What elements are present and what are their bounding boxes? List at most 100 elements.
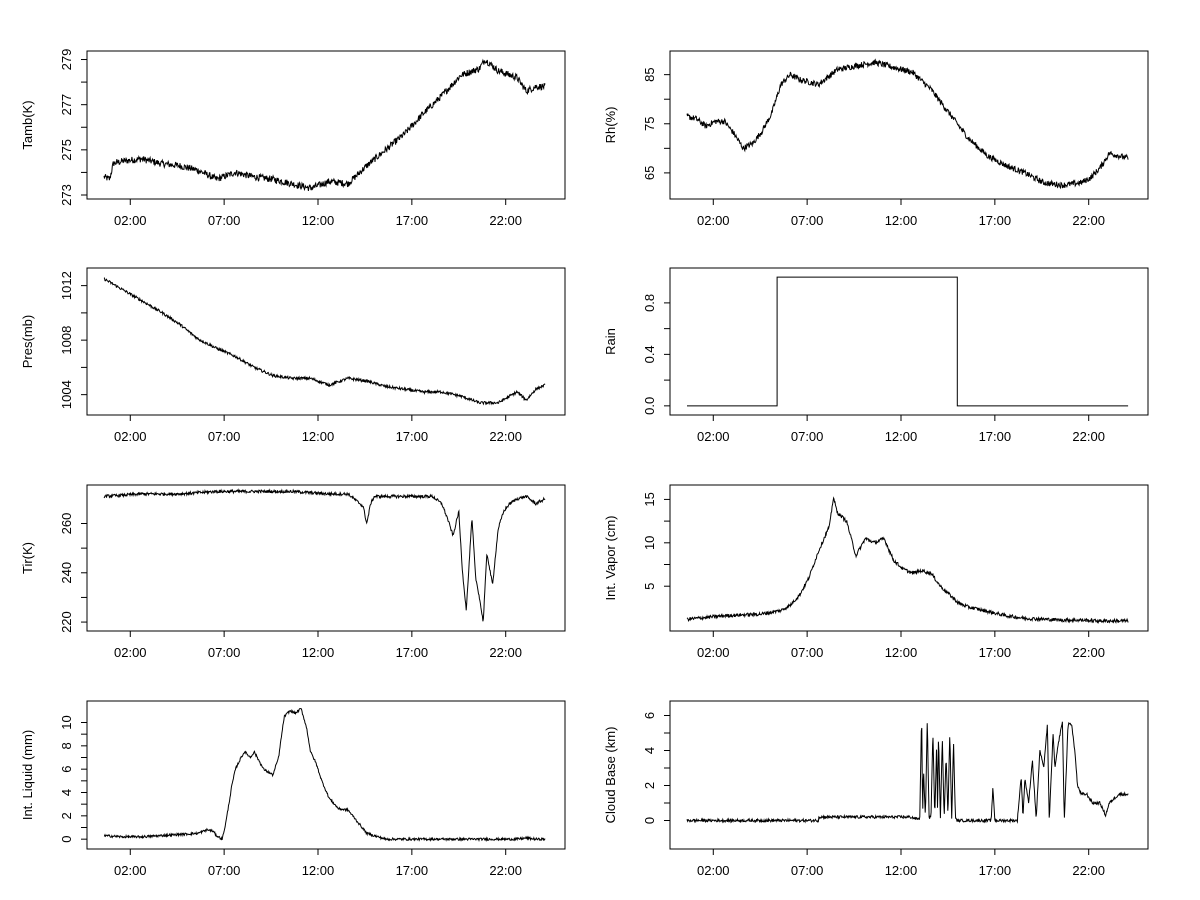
x-tick-label: 12:00	[885, 863, 918, 878]
x-tick-label: 12:00	[885, 429, 918, 444]
x-tick-label: 12:00	[302, 429, 335, 444]
y-tick-label: 260	[59, 513, 74, 535]
y-axis-label: Cloud Base (km)	[603, 727, 618, 824]
panel-2: 02:00 07:00 12:00 17:00 22:00 1004 1008 1012 Pre…	[20, 267, 566, 444]
x-tick-label: 17:00	[979, 645, 1012, 660]
y-tick-label: 6	[642, 712, 657, 719]
x-tick-label: 22:00	[489, 429, 522, 444]
y-tick-label: 2	[642, 782, 657, 789]
plot-frame	[86, 50, 566, 200]
x-tick-label: 07:00	[791, 429, 824, 444]
y-axis-label: Tir(K)	[20, 542, 35, 574]
series-line	[103, 488, 546, 622]
panel-0: 02:00 07:00 12:00 17:00 22:00 273 275 277 279 Tam…	[20, 49, 566, 228]
y-tick-label: 6	[59, 766, 74, 773]
series-line	[103, 58, 546, 192]
y-axis-label: Rh(%)	[603, 107, 618, 144]
y-tick-label: 1008	[59, 326, 74, 355]
x-tick-label: 12:00	[302, 213, 335, 228]
x-tick-label: 02:00	[114, 213, 147, 228]
panel-1: 02:00 07:00 12:00 17:00 22:00 65 75 85 Rh(%)	[603, 50, 1149, 228]
x-tick-label: 02:00	[697, 863, 730, 878]
x-tick-label: 07:00	[791, 213, 824, 228]
x-tick-label: 07:00	[208, 863, 241, 878]
plot-frame	[669, 700, 1149, 850]
x-tick-label: 12:00	[302, 863, 335, 878]
y-tick-label: 85	[642, 67, 657, 81]
x-tick-label: 22:00	[489, 213, 522, 228]
y-tick-label: 0.0	[642, 397, 657, 415]
series-line	[686, 496, 1129, 624]
x-tick-label: 07:00	[208, 645, 241, 660]
series-line	[686, 58, 1129, 190]
x-tick-label: 02:00	[697, 213, 730, 228]
y-tick-label: 8	[59, 742, 74, 749]
y-axis-label: Pres(mb)	[20, 315, 35, 368]
x-tick-label: 07:00	[208, 429, 241, 444]
x-tick-label: 07:00	[791, 645, 824, 660]
y-tick-label: 0.8	[642, 294, 657, 312]
y-tick-label: 5	[642, 583, 657, 590]
x-tick-label: 07:00	[791, 863, 824, 878]
y-axis-label: Int. Vapor (cm)	[603, 515, 618, 600]
y-tick-label: 0.4	[642, 345, 657, 363]
plot-frame	[669, 267, 1149, 416]
y-axis-label: Tamb(K)	[20, 100, 35, 149]
y-tick-label: 4	[59, 789, 74, 796]
x-tick-label: 22:00	[1072, 645, 1105, 660]
y-tick-label: 1012	[59, 271, 74, 300]
panel-5: 02:00 07:00 12:00 17:00 22:00 5 10 15 Int. Vapor…	[603, 484, 1149, 660]
panel-3: 02:00 07:00 12:00 17:00 22:00 0.0 0.4 0.8 Rain	[603, 267, 1149, 444]
y-tick-label: 10	[642, 536, 657, 550]
x-tick-label: 02:00	[697, 645, 730, 660]
y-tick-label: 1004	[59, 380, 74, 409]
x-tick-label: 17:00	[979, 213, 1012, 228]
x-tick-label: 22:00	[489, 863, 522, 878]
y-tick-label: 15	[642, 492, 657, 506]
x-tick-label: 22:00	[1072, 863, 1105, 878]
series-line	[103, 277, 546, 406]
x-tick-label: 12:00	[885, 645, 918, 660]
x-tick-label: 17:00	[396, 645, 429, 660]
x-tick-label: 17:00	[979, 863, 1012, 878]
x-tick-label: 07:00	[208, 213, 241, 228]
plot-frame	[86, 700, 566, 850]
panel-7: 02:00 07:00 12:00 17:00 22:00 0 2 4 6 Cloud Base …	[603, 700, 1149, 878]
y-tick-label: 275	[59, 139, 74, 161]
x-tick-label: 17:00	[979, 429, 1012, 444]
plot-frame	[669, 50, 1149, 200]
x-tick-label: 17:00	[396, 429, 429, 444]
x-tick-label: 12:00	[885, 213, 918, 228]
plot-frame	[86, 484, 566, 632]
x-tick-label: 12:00	[302, 645, 335, 660]
plot-frame	[86, 267, 566, 416]
y-tick-label: 10	[59, 715, 74, 729]
y-tick-label: 277	[59, 94, 74, 116]
series-line	[686, 721, 1129, 824]
y-tick-label: 220	[59, 611, 74, 633]
y-tick-label: 0	[59, 836, 74, 843]
x-tick-label: 02:00	[114, 429, 147, 444]
y-axis-label: Int. Liquid (mm)	[20, 730, 35, 820]
y-axis-label: Rain	[603, 328, 618, 355]
x-tick-label: 22:00	[1072, 213, 1105, 228]
panel-4: 02:00 07:00 12:00 17:00 22:00 220 240 260 Tir(K)	[20, 484, 566, 660]
panel-6: 02:00 07:00 12:00 17:00 22:00 0 2 4 6 8 10 Int. Liq…	[20, 700, 566, 878]
y-tick-label: 279	[59, 49, 74, 71]
x-tick-label: 02:00	[114, 863, 147, 878]
y-tick-label: 2	[59, 812, 74, 819]
x-tick-label: 22:00	[1072, 429, 1105, 444]
x-tick-label: 17:00	[396, 213, 429, 228]
y-tick-label: 0	[642, 817, 657, 824]
y-tick-label: 75	[642, 117, 657, 131]
series-line	[687, 276, 1129, 407]
y-tick-label: 273	[59, 184, 74, 206]
y-tick-label: 65	[642, 166, 657, 180]
series-line	[103, 707, 546, 843]
y-tick-label: 4	[642, 747, 657, 754]
x-tick-label: 02:00	[114, 645, 147, 660]
x-tick-label: 22:00	[489, 645, 522, 660]
plot-frame	[669, 484, 1149, 632]
y-tick-label: 240	[59, 562, 74, 584]
